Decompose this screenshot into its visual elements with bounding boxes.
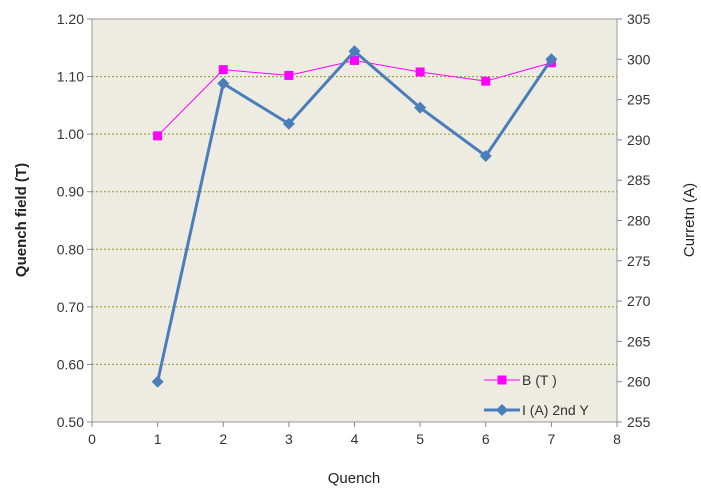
y2-tick-label: 295 [627, 92, 651, 108]
y-tick-label: 0.70 [57, 299, 84, 315]
y-tick-label: 1.20 [57, 11, 84, 27]
legend-item-b-label: B (T ) [522, 372, 557, 388]
series-b-point [284, 70, 294, 80]
series-i-point [348, 45, 361, 58]
series-i-point [545, 53, 558, 66]
x-tick-label: 1 [154, 431, 162, 447]
series-i-point [282, 117, 295, 130]
x-tick-label: 4 [351, 431, 359, 447]
series-i-point [217, 77, 230, 90]
legend-item-i-label: I (A) 2nd Y [522, 402, 589, 418]
y2-axis-title: Curretn (A) [681, 183, 698, 257]
x-tick-label: 2 [219, 431, 227, 447]
y2-tick-label: 285 [627, 172, 651, 188]
legend: B (T ) I (A) 2nd Y [484, 372, 589, 418]
series-b-point [415, 67, 425, 77]
y-tick-label: 0.60 [57, 356, 84, 372]
legend-item-b-swatch-marker [497, 375, 507, 385]
y2-tick-label: 265 [627, 333, 651, 349]
x-tick-label: 5 [416, 431, 424, 447]
y2-tick-label: 290 [627, 132, 651, 148]
series-b-point [153, 131, 163, 141]
series-b-point [481, 76, 491, 86]
x-tick-label: 3 [285, 431, 293, 447]
legend-item-i: I (A) 2nd Y [484, 402, 589, 418]
legend-item-b: B (T ) [484, 372, 557, 388]
y2-tick-label: 275 [627, 253, 651, 269]
x-axis-title: Quench [328, 470, 381, 487]
y-tick-label: 1.10 [57, 69, 84, 85]
y2-tick-label: 300 [627, 51, 651, 67]
series-i [151, 45, 558, 388]
legend-item-i-swatch-marker [496, 404, 508, 416]
series-i-point [479, 150, 492, 163]
y2-tick-label: 270 [627, 293, 651, 309]
y2-tick-label: 280 [627, 213, 651, 229]
x-tick-label: 8 [613, 431, 621, 447]
x-tick-label: 7 [547, 431, 555, 447]
y2-tick-label: 305 [627, 11, 651, 27]
series-i-point [151, 375, 164, 388]
series-b-point [218, 65, 228, 75]
y2-tick-label: 260 [627, 374, 651, 390]
y2-tick-label: 255 [627, 414, 651, 430]
y-tick-label: 0.90 [57, 184, 84, 200]
x-tick-label: 6 [482, 431, 490, 447]
y-tick-label: 0.80 [57, 241, 84, 257]
y-tick-label: 0.50 [57, 414, 84, 430]
series-b-point [350, 55, 359, 65]
y-tick-label: 1.00 [57, 126, 84, 142]
y-axis-title: Quench field (T) [13, 163, 30, 277]
plot-area [91, 18, 618, 423]
x-tick-label: 0 [88, 431, 96, 447]
series-i-point [414, 101, 427, 114]
